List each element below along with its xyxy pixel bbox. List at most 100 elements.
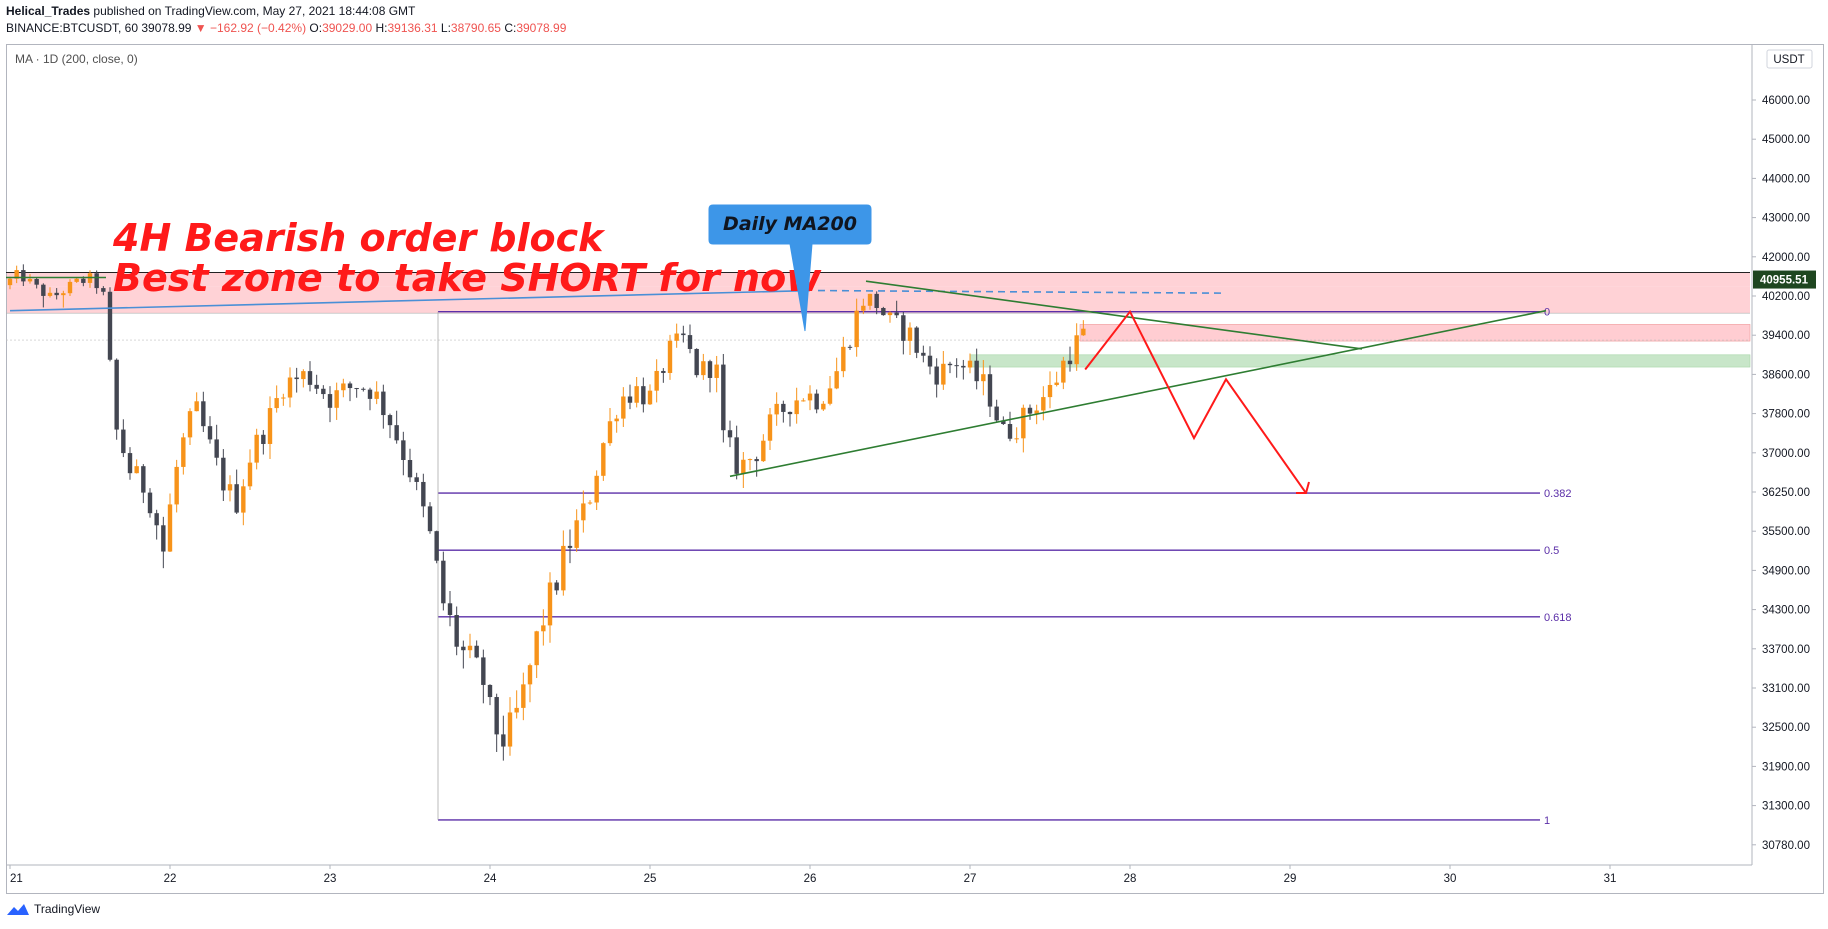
fib-retracement[interactable]: 0 0.382 0.5 0.618 1 xyxy=(437,307,1572,827)
candle-body xyxy=(421,481,426,507)
candle-body xyxy=(361,388,366,390)
candle-body xyxy=(774,403,779,415)
candle-body xyxy=(374,391,379,399)
candle-body xyxy=(661,370,666,373)
candle-body xyxy=(1014,438,1019,440)
currency-label: USDT xyxy=(1773,54,1804,66)
callout-bubble[interactable] xyxy=(708,204,872,332)
candle-body xyxy=(974,360,979,382)
candle-body xyxy=(247,462,253,487)
candle-body xyxy=(294,377,299,380)
candle-body xyxy=(101,288,106,292)
candle-body xyxy=(641,386,646,405)
candle-body xyxy=(801,400,806,402)
candle-body xyxy=(1074,335,1079,365)
price-tick-label-1: 45000.00 xyxy=(1762,134,1810,146)
time-tick-label-1: 22 xyxy=(164,873,177,885)
triangle-lower-line xyxy=(729,309,1547,478)
fib-label-2: 0.5 xyxy=(1544,545,1559,557)
footer-brand[interactable]: TradingView xyxy=(34,902,101,916)
candle-body xyxy=(254,434,259,463)
time-tick-label-9: 30 xyxy=(1444,873,1457,885)
candle-body xyxy=(401,440,406,460)
candle-body xyxy=(394,425,399,441)
fib-label-4: 1 xyxy=(1544,815,1550,827)
candle-body xyxy=(654,370,659,391)
candle-body xyxy=(414,477,419,482)
candle-body xyxy=(947,363,953,366)
candle-body xyxy=(227,484,233,491)
candle-body xyxy=(894,312,899,316)
candle-body xyxy=(554,582,559,591)
chart-frame[interactable] xyxy=(6,44,1824,894)
candle-body xyxy=(547,582,553,626)
candle-body xyxy=(814,393,819,410)
candle-body xyxy=(521,684,526,708)
green-zone xyxy=(969,354,1751,368)
candle-body xyxy=(874,293,879,308)
close-label: C: xyxy=(504,21,517,35)
candle-body xyxy=(167,504,173,552)
indicator-legend[interactable]: MA · 1D (200, close, 0) xyxy=(15,52,138,66)
candle-body xyxy=(667,340,673,373)
callout-daily-ma200: Daily MA200 xyxy=(723,213,857,235)
candle-body xyxy=(341,383,346,391)
candle-body xyxy=(767,414,773,441)
symbol-label[interactable]: BINANCE:BTCUSDT, 60 xyxy=(6,21,139,35)
candle-body xyxy=(207,426,213,440)
high-value: 39136.31 xyxy=(387,21,438,35)
candle-body xyxy=(781,403,786,412)
price-tick-label-5: 40200.00 xyxy=(1762,291,1810,303)
candle-body xyxy=(461,646,466,651)
ma200-line xyxy=(9,289,811,312)
candle-body xyxy=(494,697,499,735)
candle-body xyxy=(174,466,179,505)
price-tick-label-11: 35500.00 xyxy=(1762,526,1810,538)
candle-body xyxy=(887,312,893,316)
candle-body xyxy=(934,366,939,385)
candle-body xyxy=(187,411,193,438)
price-tick-label-14: 33700.00 xyxy=(1762,644,1810,656)
price-axis[interactable]: 46000.00 45000.00 44000.00 43000.00 42000.00… xyxy=(1751,44,1816,865)
time-tick-label-3: 24 xyxy=(484,873,497,885)
candle-body xyxy=(347,383,353,389)
candle-body xyxy=(34,279,39,285)
candle-body xyxy=(447,603,453,615)
candle-body xyxy=(1041,397,1046,411)
candle-body xyxy=(867,293,873,306)
annotation-order-block[interactable]: 4H Bearish order block xyxy=(112,216,606,260)
candle-body xyxy=(681,333,686,336)
fib-label-1: 0.382 xyxy=(1544,488,1572,500)
candle-body xyxy=(854,310,859,348)
time-axis[interactable]: 21 22 23 24 25 26 27 28 29 30 31 xyxy=(6,864,1752,885)
candle-body xyxy=(194,401,199,412)
candle-body xyxy=(181,437,186,467)
candle-body xyxy=(134,466,139,474)
fib-label-3: 0.618 xyxy=(1544,612,1572,624)
candle-body xyxy=(1021,407,1026,439)
candle-body xyxy=(214,439,219,458)
current-price-label: 40955.51 xyxy=(1760,275,1809,287)
open-label: O: xyxy=(309,21,323,35)
candle-body xyxy=(1047,384,1053,398)
candle-body xyxy=(541,625,546,632)
candle-body xyxy=(721,364,726,431)
inner-red-zone xyxy=(1079,324,1751,342)
price-tick-label-7: 38600.00 xyxy=(1762,369,1810,381)
candle-body xyxy=(967,360,973,368)
price-tick-label-12: 34900.00 xyxy=(1762,565,1810,577)
candle-body xyxy=(261,434,266,444)
candle-body xyxy=(381,391,386,416)
candle-body xyxy=(987,374,993,407)
candle-body xyxy=(727,430,733,438)
price-tick-label-18: 31300.00 xyxy=(1762,801,1810,813)
annotation-short-zone[interactable]: Best zone to take SHORT for now xyxy=(113,256,822,300)
price-tick-label-17: 31900.00 xyxy=(1762,761,1810,773)
currency-badge[interactable]: USDT xyxy=(1766,49,1813,69)
candle-body xyxy=(354,388,359,390)
author-name[interactable]: Helical_Trades xyxy=(6,4,91,18)
candle-body xyxy=(994,406,999,421)
candle-body xyxy=(561,545,566,591)
candle-body xyxy=(47,292,53,296)
